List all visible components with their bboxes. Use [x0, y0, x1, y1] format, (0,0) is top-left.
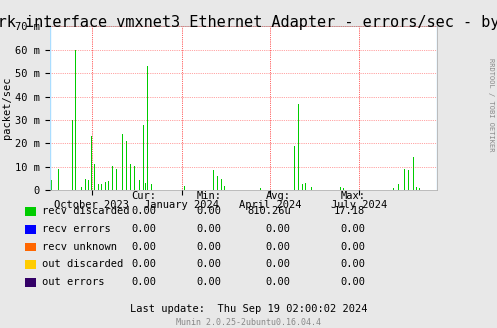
Text: 0.00: 0.00 — [266, 259, 291, 269]
Text: 0.00: 0.00 — [340, 259, 365, 269]
Text: 810.26u: 810.26u — [247, 206, 291, 216]
Bar — [416, 187, 417, 190]
Bar — [94, 164, 95, 190]
Text: 0.00: 0.00 — [196, 206, 221, 216]
Bar — [98, 184, 99, 190]
Bar — [126, 141, 127, 190]
Bar — [221, 178, 222, 190]
Bar — [122, 134, 123, 190]
Text: Cur:: Cur: — [132, 191, 157, 201]
Text: 0.00: 0.00 — [196, 259, 221, 269]
Bar — [147, 66, 148, 190]
Bar — [184, 186, 185, 190]
Text: Last update:  Thu Sep 19 02:00:02 2024: Last update: Thu Sep 19 02:00:02 2024 — [130, 304, 367, 314]
Text: 0.00: 0.00 — [132, 242, 157, 252]
Bar — [311, 187, 312, 190]
Bar — [302, 184, 303, 190]
Text: recv unknown: recv unknown — [42, 242, 117, 252]
Bar — [72, 120, 73, 190]
Text: 0.00: 0.00 — [266, 224, 291, 234]
Text: 0.00: 0.00 — [132, 259, 157, 269]
Text: recv discarded: recv discarded — [42, 206, 130, 216]
Bar — [130, 164, 131, 190]
Bar — [404, 169, 405, 190]
Bar — [58, 169, 59, 190]
Bar — [112, 166, 113, 190]
Text: 0.00: 0.00 — [266, 242, 291, 252]
Text: Avg:: Avg: — [266, 191, 291, 201]
Bar — [75, 50, 76, 190]
Bar — [79, 186, 80, 190]
Text: 0.00: 0.00 — [340, 242, 365, 252]
Text: RRDTOOL / TOBI OETIKER: RRDTOOL / TOBI OETIKER — [488, 58, 494, 152]
Bar — [88, 180, 89, 190]
Bar — [411, 178, 412, 190]
Bar — [294, 146, 295, 190]
Bar — [134, 166, 135, 190]
Bar — [224, 186, 225, 190]
Bar — [91, 136, 92, 190]
Bar — [101, 184, 102, 190]
Bar — [340, 187, 341, 190]
Text: 0.00: 0.00 — [196, 242, 221, 252]
Text: Min:: Min: — [196, 191, 221, 201]
Text: 17.18: 17.18 — [334, 206, 365, 216]
Bar — [51, 180, 52, 190]
Y-axis label: packet/sec: packet/sec — [2, 77, 12, 139]
Bar — [419, 188, 420, 190]
Bar — [85, 178, 86, 190]
Text: 0.00: 0.00 — [340, 224, 365, 234]
Text: 0.00: 0.00 — [266, 277, 291, 287]
Bar — [143, 125, 144, 190]
Text: Max:: Max: — [340, 191, 365, 201]
Text: 0.00: 0.00 — [132, 277, 157, 287]
Bar — [151, 184, 152, 190]
Bar — [105, 182, 106, 190]
Text: 0.00: 0.00 — [132, 224, 157, 234]
Text: recv errors: recv errors — [42, 224, 111, 234]
Bar — [217, 176, 218, 190]
Bar — [298, 104, 299, 190]
Text: 0.00: 0.00 — [340, 277, 365, 287]
Text: 0.00: 0.00 — [132, 206, 157, 216]
Bar — [305, 183, 306, 190]
Bar — [139, 180, 140, 190]
Bar — [408, 170, 409, 190]
Bar — [145, 183, 146, 190]
Text: out discarded: out discarded — [42, 259, 123, 269]
Bar — [393, 188, 394, 190]
Bar — [398, 184, 399, 190]
Text: 0.00: 0.00 — [196, 277, 221, 287]
Text: Network interface vmxnet3 Ethernet Adapter - errors/sec - by year: Network interface vmxnet3 Ethernet Adapt… — [0, 15, 497, 30]
Bar — [108, 181, 109, 190]
Text: out errors: out errors — [42, 277, 105, 287]
Bar — [213, 170, 214, 190]
Text: 0.00: 0.00 — [196, 224, 221, 234]
Bar — [82, 187, 83, 190]
Text: Munin 2.0.25-2ubuntu0.16.04.4: Munin 2.0.25-2ubuntu0.16.04.4 — [176, 318, 321, 327]
Bar — [343, 188, 344, 190]
Bar — [260, 188, 261, 190]
